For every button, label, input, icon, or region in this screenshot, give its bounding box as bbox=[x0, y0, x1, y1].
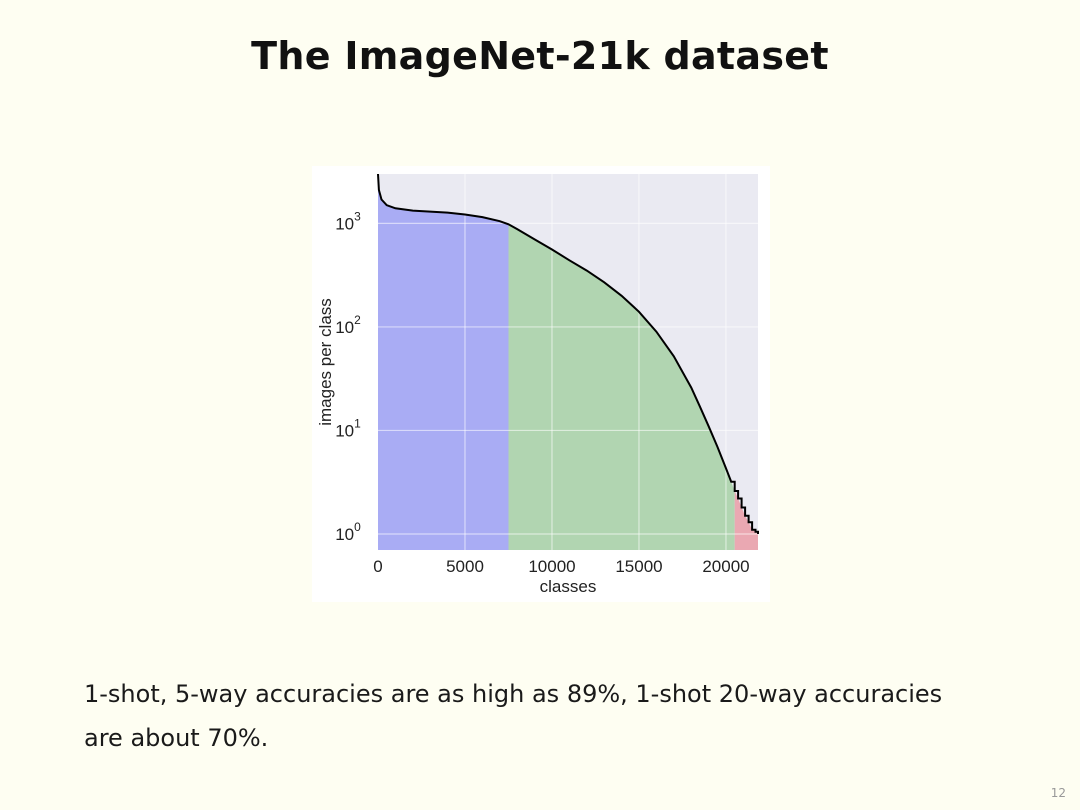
region-1 bbox=[378, 174, 509, 550]
region-2 bbox=[508, 224, 735, 551]
x-tick-label: 5000 bbox=[446, 557, 484, 576]
y-tick-label: 100 bbox=[335, 520, 361, 544]
shaded-regions bbox=[378, 174, 758, 551]
y-tick-label: 101 bbox=[335, 416, 361, 440]
grid-lines bbox=[378, 174, 758, 550]
y-axis-label: images per class bbox=[316, 298, 335, 426]
x-tick-label: 15000 bbox=[615, 557, 662, 576]
slide-title: The ImageNet-21k dataset bbox=[251, 34, 829, 78]
x-tick-label: 10000 bbox=[528, 557, 575, 576]
x-tick-label: 20000 bbox=[702, 557, 749, 576]
chart-svg: 0 5000 10000 15000 20000 100 101 102 103 classe… bbox=[316, 173, 759, 596]
x-axis-ticks: 0 5000 10000 15000 20000 bbox=[373, 557, 749, 576]
slide-caption: 1-shot, 5-way accuracies are as high as … bbox=[84, 680, 943, 752]
x-tick-label: 0 bbox=[373, 557, 382, 576]
y-tick-label: 102 bbox=[335, 313, 361, 337]
x-axis-label: classes bbox=[540, 577, 597, 596]
region-3 bbox=[734, 491, 758, 550]
distribution-curve bbox=[377, 173, 759, 534]
page-number: 12 bbox=[1050, 786, 1066, 800]
chart-figure: 0 5000 10000 15000 20000 100 101 102 103 classe… bbox=[312, 166, 770, 602]
y-axis-ticks: 100 101 102 103 bbox=[335, 209, 361, 544]
y-tick-label: 103 bbox=[335, 209, 361, 233]
